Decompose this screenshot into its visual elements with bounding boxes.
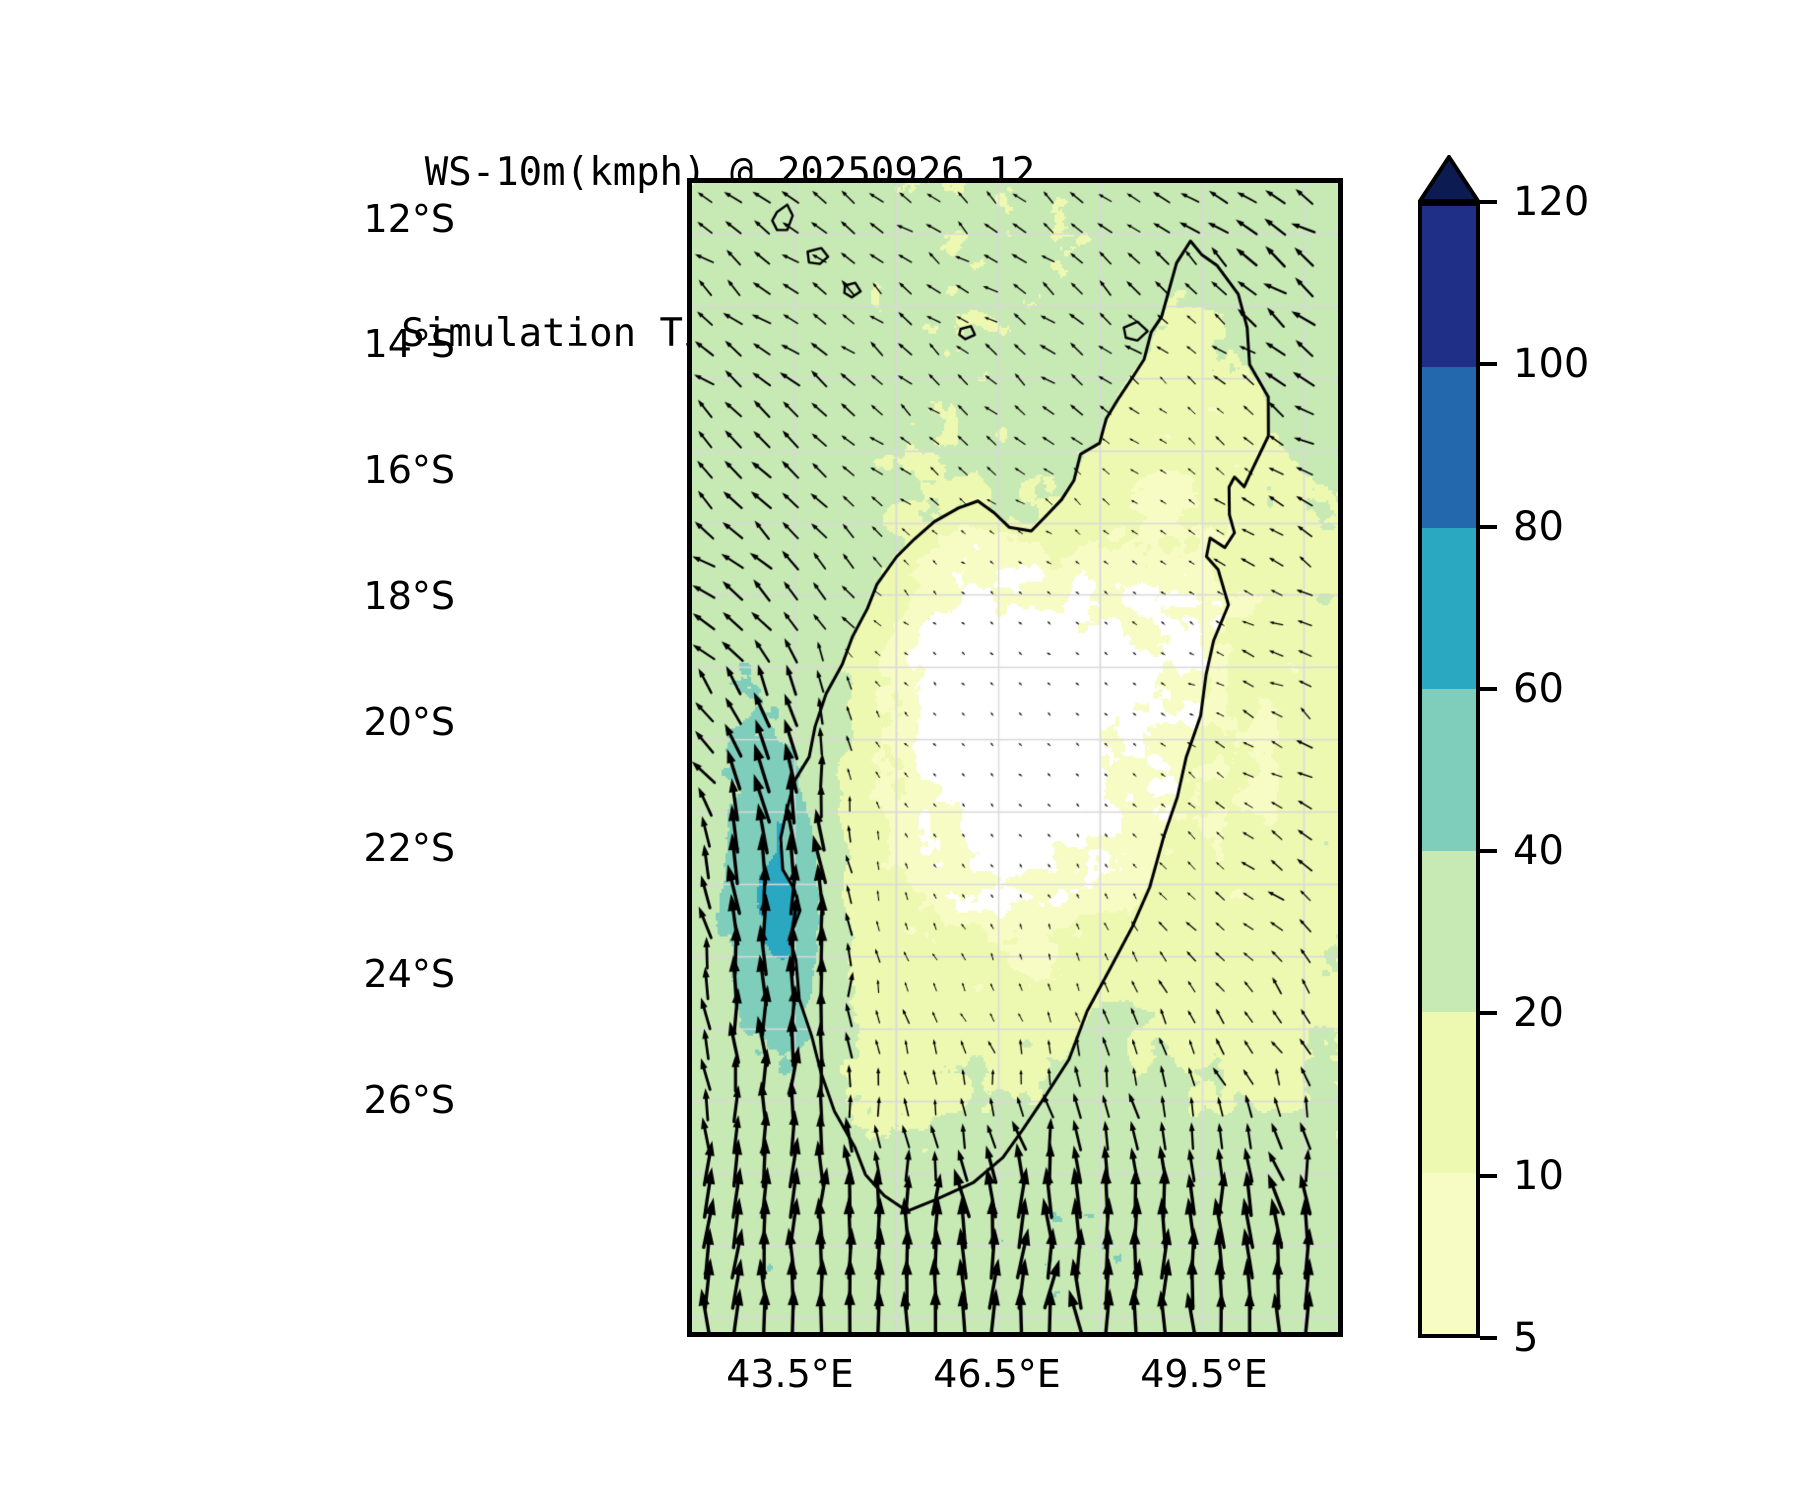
xtick-label-43-5E: 43.5°E — [726, 1352, 854, 1396]
ytick-label-24S: 24°S — [363, 952, 455, 996]
tick-mark — [1480, 1011, 1497, 1016]
colorbar-tick-20: 20 — [1480, 993, 1564, 1033]
colorbar-tick-40: 40 — [1480, 831, 1564, 871]
colorbar-tick-list: 5 10 20 40 60 80 100 120 — [1480, 182, 1740, 1358]
colorbar-tick-60: 60 — [1480, 669, 1564, 709]
ytick-label-14S: 14°S — [363, 322, 455, 366]
xtick-label-49-5E: 49.5°E — [1140, 1352, 1268, 1396]
colorbar-tick-5: 5 — [1480, 1318, 1538, 1358]
colorbar-extend-arrow-icon — [1418, 155, 1480, 203]
colorbar-band — [1422, 850, 1476, 1012]
colorbar-tick-80: 80 — [1480, 507, 1564, 547]
colorbar-band — [1422, 1011, 1476, 1173]
ytick-label-26S: 26°S — [363, 1078, 455, 1122]
colorbar-tick-100: 100 — [1480, 344, 1589, 384]
colorbar-tick-label: 80 — [1513, 503, 1564, 550]
colorbar-band — [1422, 689, 1476, 851]
ytick-label-22S: 22°S — [363, 826, 455, 870]
colorbar-tick-label: 60 — [1513, 665, 1564, 712]
colorbar-band — [1422, 528, 1476, 690]
tick-mark — [1480, 686, 1497, 691]
colorbar: 5 10 20 40 60 80 100 120 — [1418, 155, 1748, 1358]
ytick-label-12S: 12°S — [363, 197, 455, 241]
ytick-label-16S: 16°S — [363, 448, 455, 492]
ytick-label-18S: 18°S — [363, 574, 455, 618]
map-plot-area — [687, 178, 1343, 1337]
wind-speed-map-canvas — [692, 183, 1338, 1332]
colorbar-band — [1422, 206, 1476, 368]
tick-mark — [1480, 524, 1497, 529]
colorbar-tick-label: 20 — [1513, 990, 1564, 1037]
tick-mark — [1480, 200, 1497, 204]
colorbar-bands — [1418, 202, 1480, 1338]
tick-mark — [1480, 1336, 1497, 1340]
colorbar-tick-label: 10 — [1513, 1152, 1564, 1199]
colorbar-tick-10: 10 — [1480, 1156, 1564, 1196]
tick-mark — [1480, 849, 1497, 854]
colorbar-tick-label: 40 — [1513, 828, 1564, 875]
colorbar-band — [1422, 1172, 1476, 1334]
colorbar-tick-120: 120 — [1480, 182, 1589, 222]
colorbar-tick-label: 5 — [1513, 1315, 1539, 1361]
tick-mark — [1480, 1173, 1497, 1178]
colorbar-tick-label: 120 — [1513, 179, 1590, 225]
tick-mark — [1480, 362, 1497, 367]
ytick-label-20S: 20°S — [363, 700, 455, 744]
colorbar-band — [1422, 367, 1476, 529]
colorbar-tick-label: 100 — [1513, 341, 1590, 388]
xtick-label-46-5E: 46.5°E — [933, 1352, 1061, 1396]
